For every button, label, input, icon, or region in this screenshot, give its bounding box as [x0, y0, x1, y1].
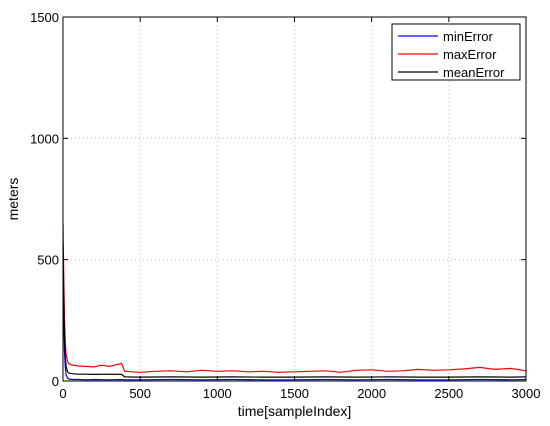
y-tick-label: 0 — [52, 374, 59, 389]
legend-label-maxError: maxError — [443, 47, 497, 62]
legend-label-minError: minError — [443, 29, 494, 44]
legend-box — [391, 23, 521, 81]
series-line-meanError — [62, 245, 527, 378]
series-group — [62, 223, 527, 381]
series-line-maxError — [62, 223, 527, 373]
ticks-group: 0 500 1000 1500 2000 2500 3000 0 500 1000 1500 — [30, 10, 540, 401]
x-tick-label: 3000 — [512, 386, 541, 401]
legend: minError maxError meanError — [391, 23, 521, 81]
x-tick-label: 1500 — [280, 386, 309, 401]
x-tick-label: 2500 — [434, 386, 463, 401]
x-axis-label: time[sampleIndex] — [238, 403, 352, 419]
y-axis-label: meters — [5, 178, 21, 221]
series-line-minError — [62, 269, 527, 381]
x-tick-label: 0 — [59, 386, 66, 401]
y-tick-label: 500 — [37, 253, 59, 268]
x-tick-label: 1000 — [203, 386, 232, 401]
x-tick-label: 500 — [129, 386, 151, 401]
y-tick-label: 1000 — [30, 131, 59, 146]
legend-label-meanError: meanError — [443, 65, 505, 80]
x-tick-label: 2000 — [357, 386, 386, 401]
y-tick-label: 1500 — [30, 10, 59, 25]
